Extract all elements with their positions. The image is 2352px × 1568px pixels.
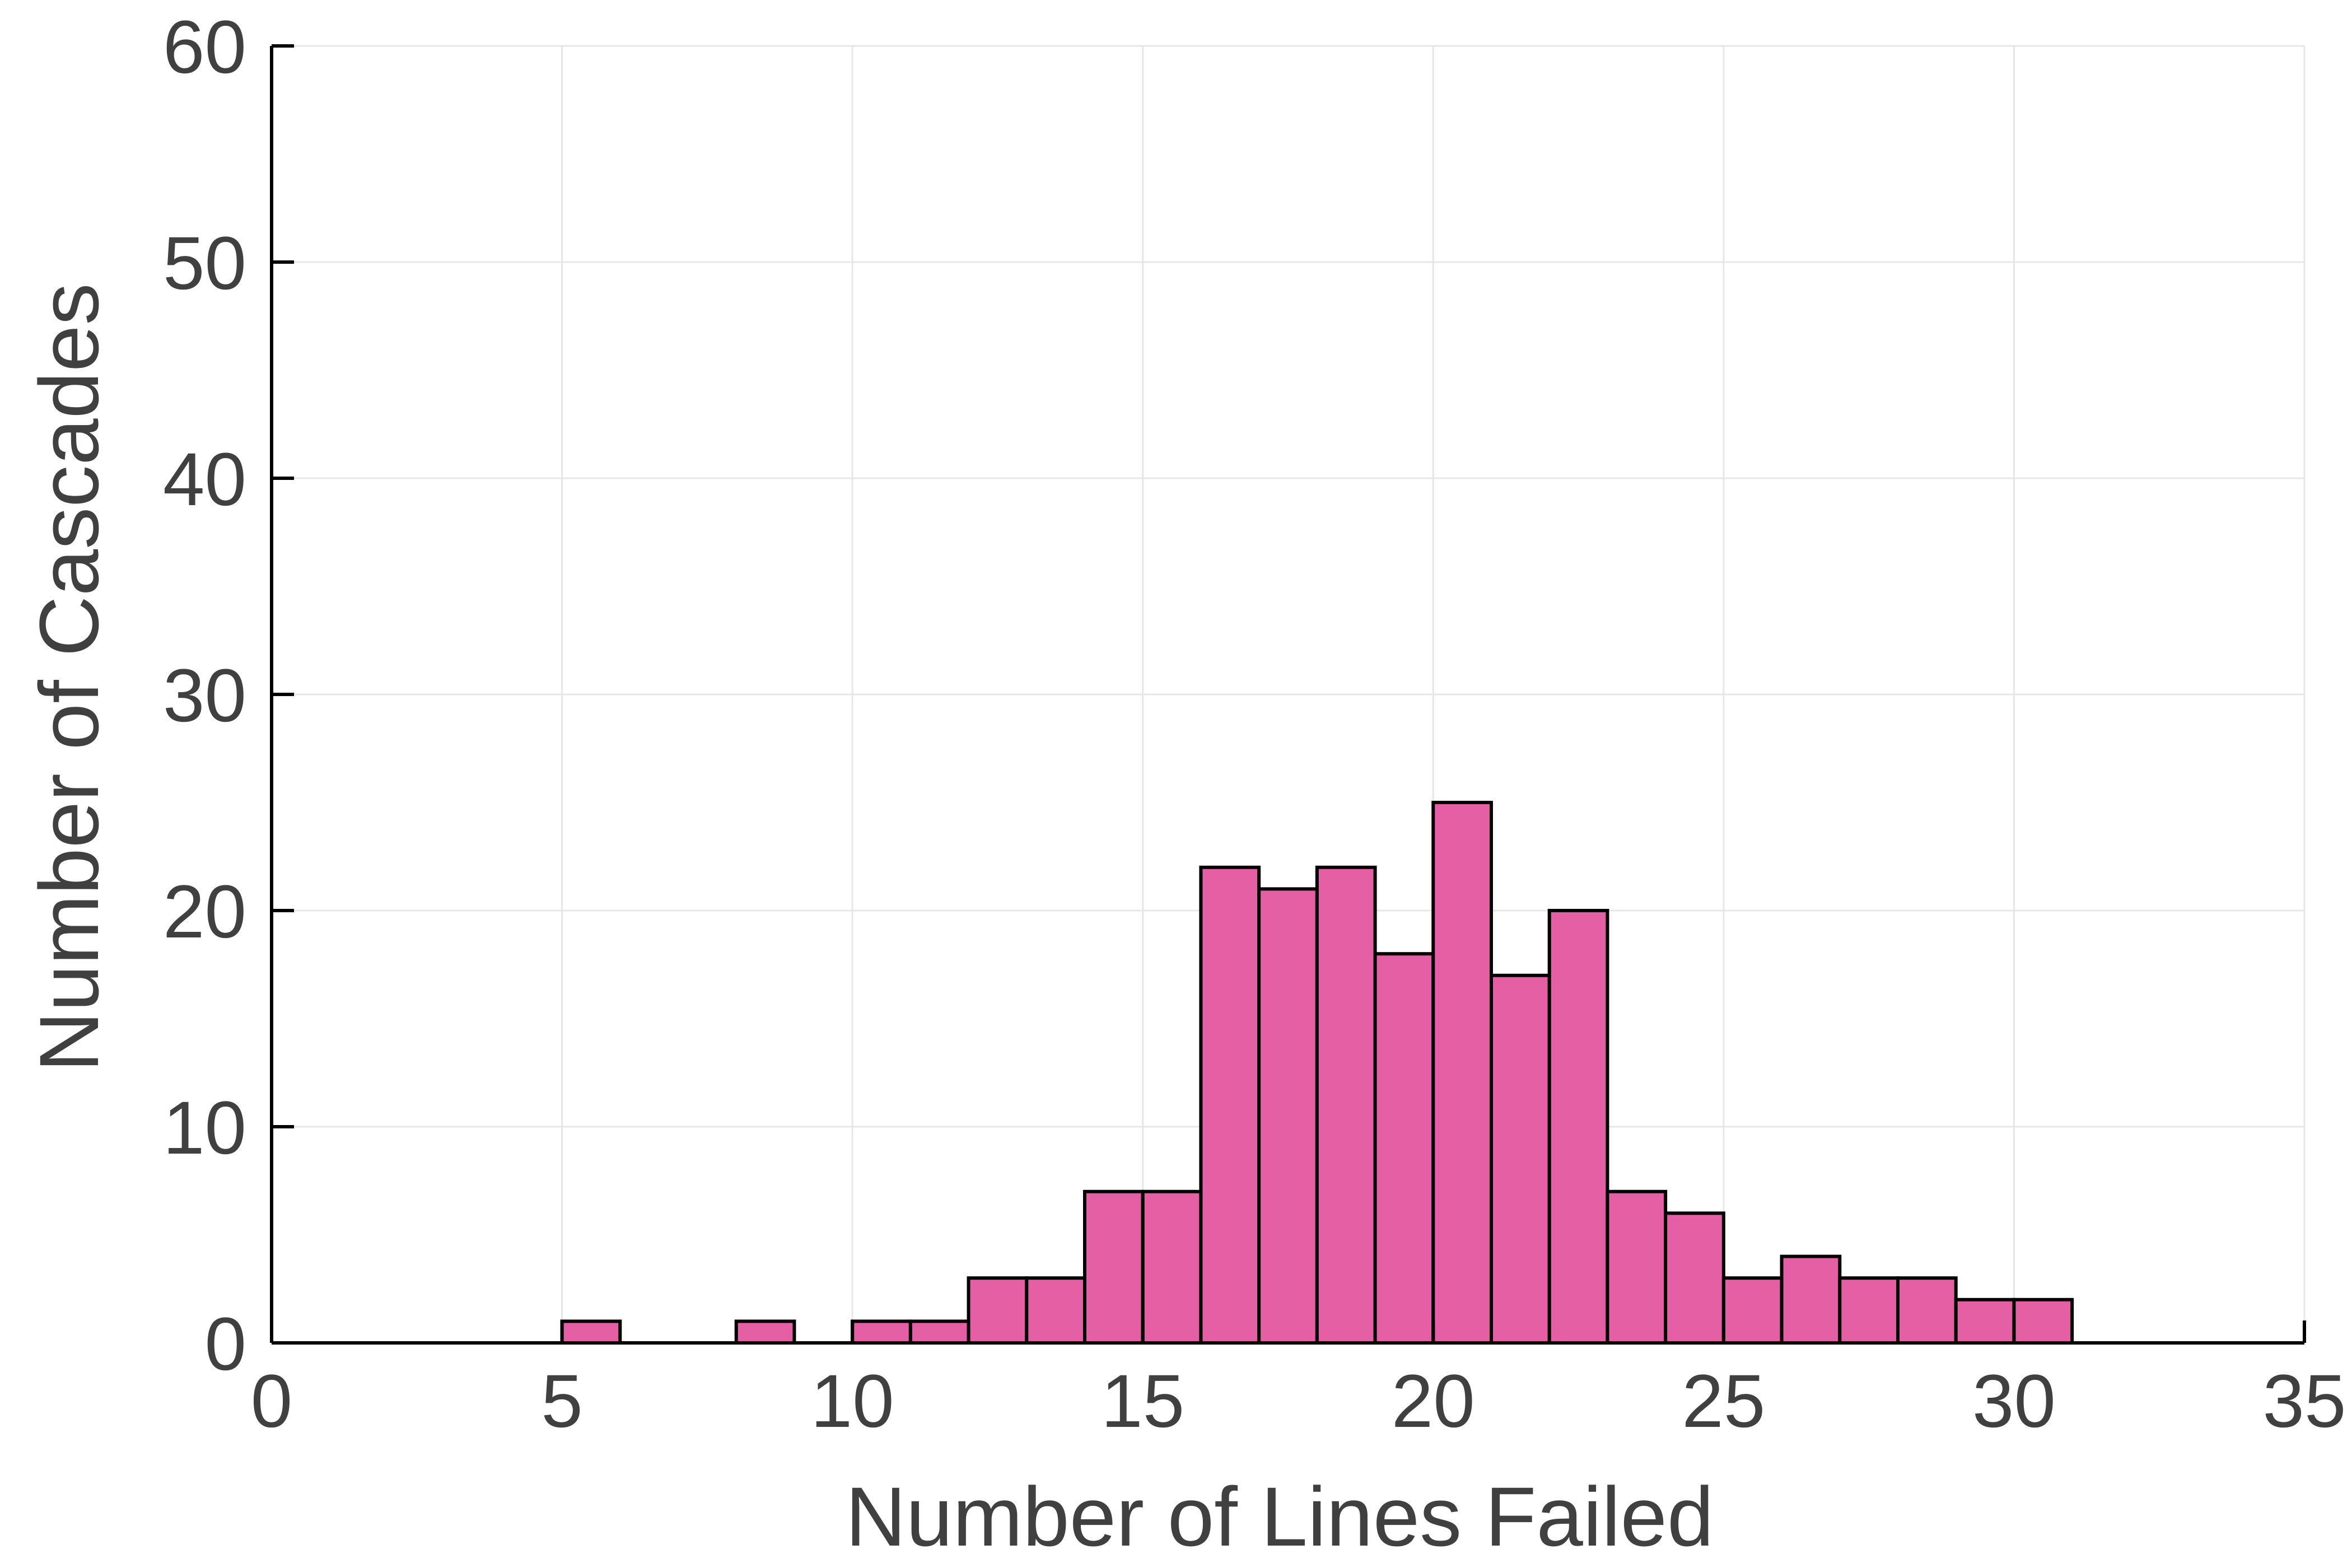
histogram-bar <box>1547 909 1609 1345</box>
histogram-bar <box>1721 1276 1784 1345</box>
x-tick-label: 20 <box>1392 1360 1475 1443</box>
histogram-bar <box>1257 887 1319 1345</box>
x-tick-label: 10 <box>811 1360 894 1443</box>
histogram-bar <box>1896 1276 1958 1345</box>
histogram-bar <box>560 1319 622 1345</box>
x-tick-label: 30 <box>1972 1360 2056 1443</box>
histogram-bar <box>1373 952 1435 1345</box>
histogram-bars <box>560 801 2074 1345</box>
y-tick-label: 30 <box>163 654 246 738</box>
histogram-bar <box>1431 801 1493 1345</box>
histogram-bar <box>1780 1254 1842 1345</box>
y-tick-label: 50 <box>163 222 246 305</box>
histogram-bar <box>1083 1189 1145 1345</box>
tick-labels: 0 10 20 30 40 50 60 0 5 10 15 20 25 30 35 <box>163 6 2346 1443</box>
histogram-bar <box>908 1319 970 1345</box>
histogram-bar <box>1838 1276 1900 1345</box>
x-tick-label: 25 <box>1682 1360 1765 1443</box>
histogram-bar <box>734 1319 796 1345</box>
histogram-bar <box>1315 865 1377 1345</box>
x-tick-label: 0 <box>251 1360 293 1443</box>
y-tick-label: 60 <box>163 6 246 89</box>
histogram-bar <box>1490 973 1551 1345</box>
x-tick-label: 5 <box>541 1360 583 1443</box>
x-tick-label: 35 <box>2262 1360 2346 1443</box>
x-tick-label: 15 <box>1101 1360 1184 1443</box>
y-tick-label: 0 <box>204 1303 246 1386</box>
histogram-bar <box>851 1319 912 1345</box>
histogram-bar <box>1954 1298 2016 1345</box>
y-axis-title: Number of Cascades <box>22 283 116 1072</box>
histogram-bar <box>2012 1298 2074 1345</box>
histogram-bar <box>1664 1211 1725 1345</box>
y-tick-label: 20 <box>163 870 246 954</box>
histogram-bar <box>967 1276 1029 1345</box>
axes <box>270 44 2306 1345</box>
y-tick-label: 10 <box>163 1086 246 1170</box>
histogram-bar <box>1141 1189 1203 1345</box>
histogram-bar <box>1199 865 1261 1345</box>
x-axis-title: Number of Lines Failed <box>846 1469 1714 1564</box>
histogram-bar <box>1606 1189 1668 1345</box>
histogram-bar <box>1025 1276 1087 1345</box>
y-tick-label: 40 <box>163 438 246 521</box>
